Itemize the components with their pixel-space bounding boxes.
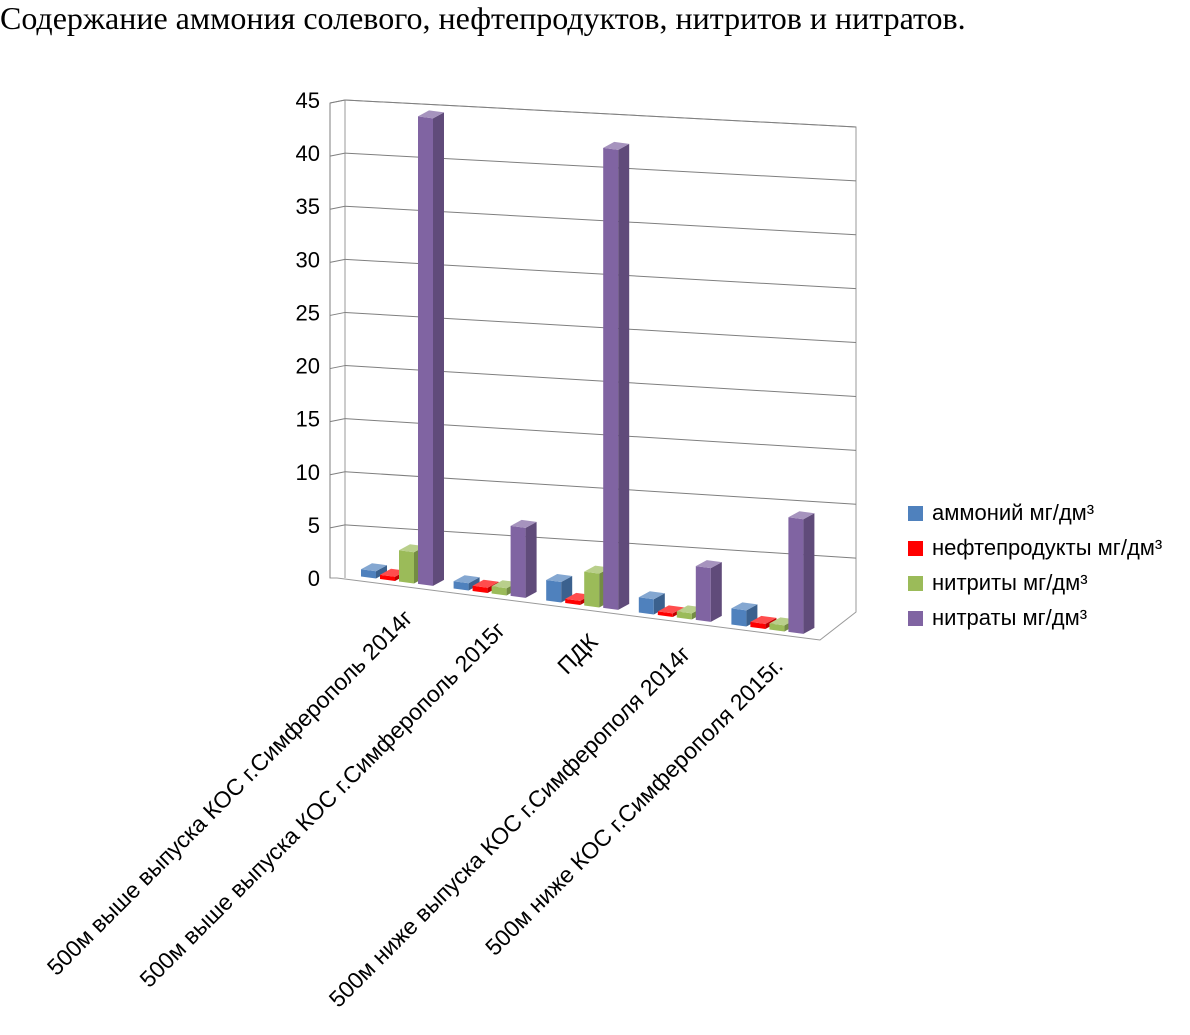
legend-label: нитриты мг/дм³ [932,570,1088,595]
bar-front [361,569,376,579]
bar-side [618,143,630,610]
bar-front [418,116,433,586]
bar-3-0 [418,110,444,586]
bar-top [453,575,480,584]
bar-top [657,605,684,614]
x-category-label: 500м выше выпуска КОС г.Симферополь 2015… [134,617,510,993]
bar-front [603,147,619,610]
bar-0-2 [546,573,573,603]
gridline-side [329,471,346,476]
x-category-label: ПДК [552,628,603,679]
y-axis: 0 5 10 15 20 25 30 35 40 45 [296,88,331,591]
legend-item: нитраты мг/дм³ [908,605,1087,630]
bar-front [788,517,804,634]
bar-side [376,565,387,579]
gridline [344,99,857,128]
y-tick-label: 30 [296,247,320,272]
gridline-side [329,205,346,210]
gridline-side [329,99,346,104]
y-tick-label: 45 [296,88,320,113]
legend-swatch [908,576,923,591]
gridline-side [329,311,346,316]
bar-top [546,573,573,582]
bar-front [453,581,469,591]
bar-side [803,513,815,634]
legend-label: нитраты мг/дм³ [932,605,1087,630]
bar-top [603,141,630,150]
bar-0-0 [361,563,387,579]
bar-top [788,511,815,520]
bar-top [361,563,387,572]
x-category-label: 500м выше выпуска КОС г.Симферополь 2014… [42,605,418,981]
y-tick-label: 10 [296,460,320,485]
bar-3-2 [603,141,630,610]
legend-swatch [908,611,923,626]
bar-front [750,621,766,629]
bar-side [561,575,573,603]
y-tick-label: 40 [296,141,320,166]
x-category-label: 500м ниже выпуска КОС г.Симферополя 2014… [324,641,696,1013]
bar-3-1 [510,519,537,598]
x-axis-labels: 500м выше выпуска КОС г.Симферополь 2014… [42,605,788,1013]
y-tick-label: 0 [308,566,320,591]
bar-1-4 [750,615,777,629]
bar-front [638,597,654,615]
y-tick-label: 35 [296,194,320,219]
bar-top [731,602,758,611]
bar-3-4 [788,511,815,634]
legend-label: аммоний мг/дм³ [932,500,1094,525]
bar-front [769,623,785,632]
bars [361,110,815,634]
bar-top [472,579,499,588]
gridline-side [329,365,346,370]
y-tick-label: 20 [296,354,320,379]
gridline-side [329,524,346,529]
legend-label: нефтепродукты мг/дм³ [932,535,1162,560]
bar-front [657,611,673,617]
bar-front [380,574,395,581]
legend-swatch [908,506,923,521]
y-tick-label: 5 [308,513,320,538]
bar-side [468,577,480,591]
bar-front [584,571,600,608]
chart-title: Содержание аммония солевого, нефтепродук… [0,0,966,36]
bar-top [418,110,444,119]
legend-item: нефтепродукты мг/дм³ [908,535,1162,560]
bar-top [638,591,665,600]
gridline-side [329,418,346,423]
bar-3-3 [695,560,722,622]
bar-front [399,550,414,584]
bar-front [472,585,488,593]
bar-side [710,562,722,622]
bar-side [525,521,537,598]
legend: аммоний мг/дм³ нефтепродукты мг/дм³ нитрит… [908,500,1162,630]
bar-front [731,608,747,627]
bar-front [565,598,581,605]
gridline-side [329,152,346,157]
legend-swatch [908,541,923,556]
gridline-side [329,258,346,263]
legend-item: нитриты мг/дм³ [908,570,1088,595]
bar-front [695,566,711,622]
legend-item: аммоний мг/дм³ [908,500,1094,525]
bar-front [510,525,526,598]
bar-0-1 [453,575,480,591]
bar-side [433,112,444,586]
bar-top [750,615,777,624]
y-tick-label: 25 [296,300,320,325]
bar-top [510,519,537,528]
bar-front [676,611,692,620]
bar-front [491,586,507,596]
bar-front [546,579,562,603]
y-tick-label: 15 [296,407,320,432]
bar-top [695,560,722,569]
